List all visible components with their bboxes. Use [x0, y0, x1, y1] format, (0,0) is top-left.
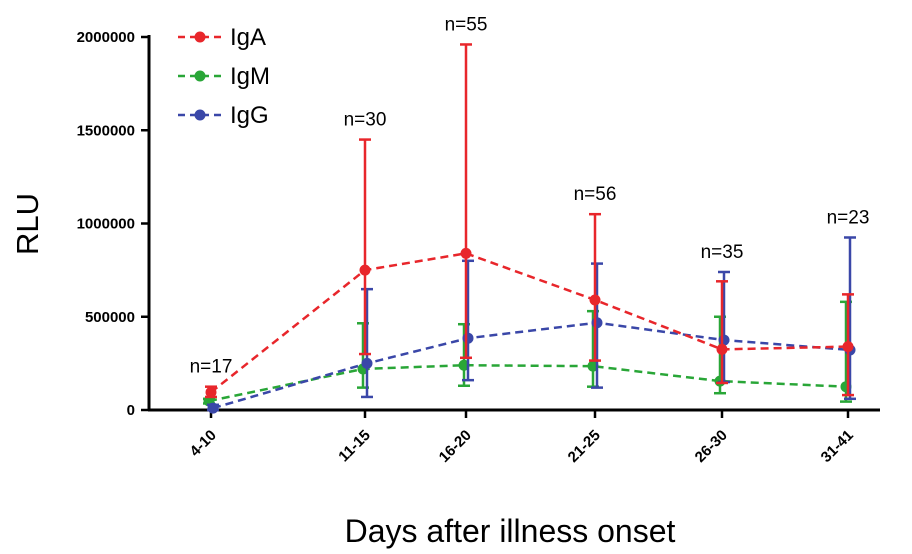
- y-tick-label: 1500000: [77, 122, 135, 139]
- series-line-IgG: [212, 321, 851, 410]
- legend-label: IgG: [230, 102, 269, 129]
- sample-size-label: n=35: [701, 242, 744, 263]
- x-tick-label: 26-30: [692, 427, 731, 466]
- legend-label: IgM: [230, 63, 270, 90]
- series-layer: [203, 43, 856, 414]
- axes: 0 500000 1000000 1500000 2000000 4-10 11-15 16-…: [10, 29, 880, 549]
- y-axis-title: RLU: [10, 193, 45, 255]
- data-point-IgA: [842, 341, 854, 353]
- series-line-IgA: [210, 252, 849, 394]
- x-axis-title: Days after illness onset: [345, 513, 676, 549]
- y-tick-label: 1000000: [77, 216, 135, 233]
- sample-size-label: n=56: [574, 184, 617, 205]
- sample-size-label: n=23: [827, 207, 870, 228]
- legend-item-IgM: IgM: [178, 63, 270, 90]
- sample-size-label: n=55: [445, 14, 488, 35]
- data-point-IgA: [716, 343, 728, 355]
- y-tick-label: 0: [127, 402, 135, 419]
- data-point-IgG: [718, 334, 730, 346]
- x-tick-label: 16-20: [436, 427, 475, 466]
- data-point-IgA: [359, 264, 371, 276]
- legend-label: IgA: [230, 24, 266, 51]
- data-point-IgA: [589, 294, 601, 306]
- data-point-IgG: [462, 332, 474, 344]
- data-point-IgG: [361, 357, 373, 369]
- x-tick-label: 4-10: [187, 427, 220, 460]
- sample-size-label: n=30: [344, 110, 387, 131]
- legend-item-IgG: IgG: [178, 102, 269, 129]
- labels-layer: n=17 n=30 n=55 n=56 n=35 n=23: [190, 14, 870, 377]
- data-point-IgG: [207, 402, 219, 414]
- series-IgM: [203, 300, 852, 407]
- x-tick-label: 11-15: [335, 427, 374, 466]
- x-tick-label: 21-25: [565, 427, 604, 466]
- data-point-IgA: [205, 386, 217, 398]
- y-tick-label: 500000: [85, 309, 135, 326]
- legend-item-IgA: IgA: [178, 24, 266, 51]
- series-IgG: [207, 236, 856, 414]
- legend-marker: [194, 31, 206, 43]
- legend: IgA IgM IgG: [178, 24, 270, 129]
- y-tick-label: 2000000: [77, 29, 135, 46]
- data-point-IgG: [591, 317, 603, 329]
- sample-size-label: n=17: [190, 357, 233, 378]
- x-tick-label: 31-41: [818, 427, 857, 466]
- legend-marker: [194, 109, 206, 121]
- series-line-IgM: [208, 363, 847, 403]
- legend-marker: [194, 70, 206, 82]
- data-point-IgA: [460, 247, 472, 259]
- series-IgA: [205, 43, 854, 399]
